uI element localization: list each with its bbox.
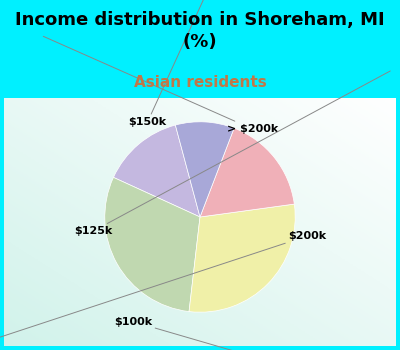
Text: $100k: $100k — [114, 317, 374, 350]
Wedge shape — [175, 122, 234, 217]
Text: $150k: $150k — [128, 0, 213, 127]
Wedge shape — [114, 125, 200, 217]
Text: $125k: $125k — [74, 71, 390, 236]
Wedge shape — [189, 204, 295, 312]
Wedge shape — [200, 128, 294, 217]
Text: $200k: $200k — [0, 231, 326, 341]
Wedge shape — [105, 177, 200, 312]
Text: Asian residents: Asian residents — [134, 75, 266, 90]
Text: > $200k: > $200k — [43, 36, 278, 134]
Text: Income distribution in Shoreham, MI
(%): Income distribution in Shoreham, MI (%) — [15, 10, 385, 51]
